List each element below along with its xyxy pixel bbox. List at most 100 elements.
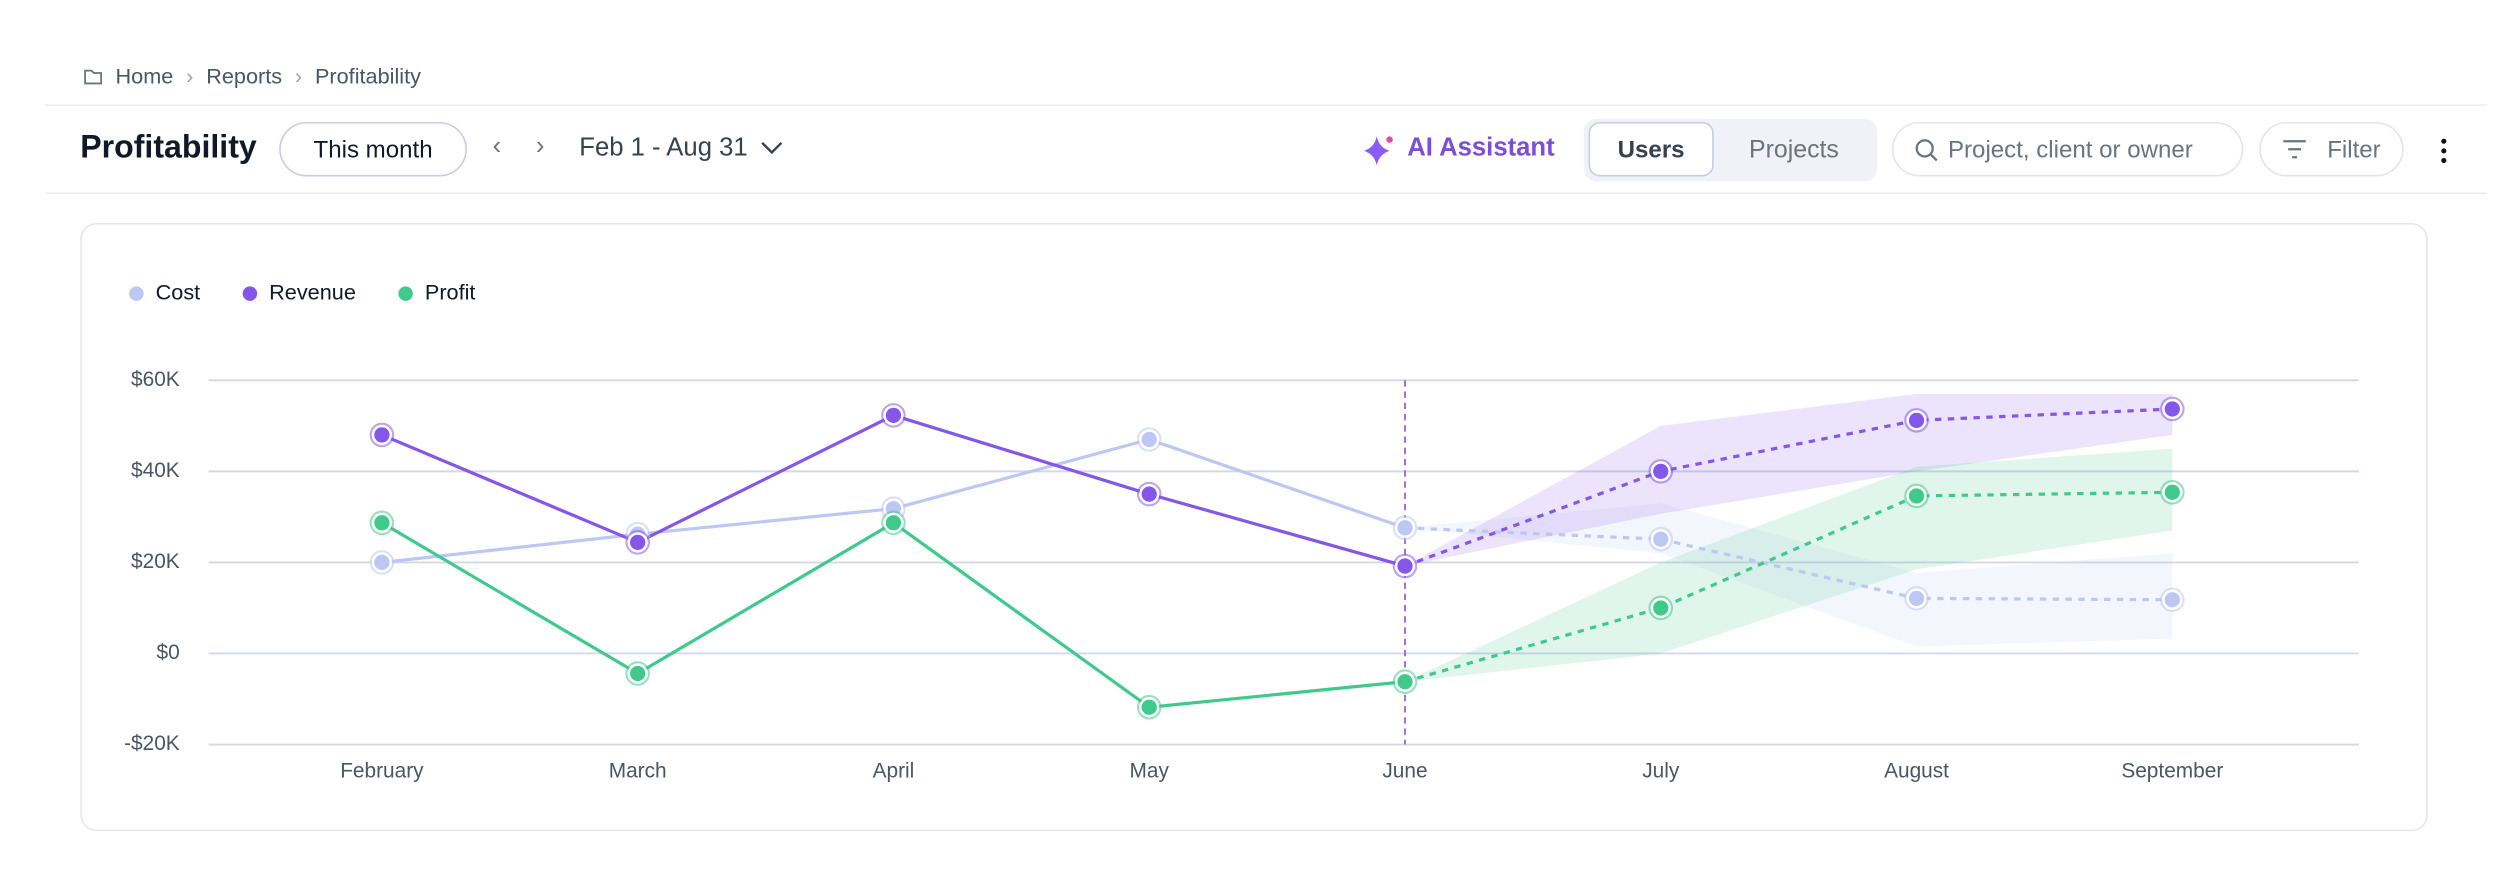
forecast-line (1404, 490, 2173, 684)
forecast-line (1404, 407, 2173, 568)
tab-users[interactable]: Users (1588, 121, 1714, 177)
legend-label: Cost (156, 279, 201, 304)
data-point (1906, 485, 1927, 506)
data-point (1650, 597, 1671, 618)
chart-card (80, 223, 2428, 832)
series-line (381, 413, 1406, 568)
ai-icon (1363, 136, 1393, 166)
filter-icon (2283, 140, 2306, 159)
series-line (381, 520, 1406, 709)
crumb[interactable]: Home (115, 64, 174, 89)
point-ring (1904, 408, 1929, 433)
point-ring (625, 661, 650, 686)
point-ring (1392, 669, 1418, 694)
x-tick-label: July (1642, 759, 1680, 782)
point-ring (2160, 396, 2185, 422)
data-point (1650, 461, 1671, 482)
y-tick-label: $60K (131, 368, 180, 391)
point-ring (1136, 694, 1162, 720)
data-point (1906, 410, 1927, 431)
legend-label: Revenue (269, 279, 356, 304)
x-tick-label: August (1884, 759, 1949, 782)
data-point (371, 424, 392, 445)
x-tick-label: March (609, 759, 667, 782)
divider (44, 104, 2488, 106)
y-tick-label: $20K (131, 550, 180, 573)
tab-projects[interactable]: Projects (1749, 136, 1839, 164)
search-box[interactable]: Project, client or owner (1891, 121, 2244, 177)
search-placeholder: Project, client or owner (1947, 135, 2193, 163)
data-point (1650, 529, 1671, 550)
forecast-line (1404, 526, 2173, 602)
data-point (1139, 697, 1160, 718)
point-ring (1648, 459, 1674, 484)
point-ring (2160, 480, 2185, 505)
separator: › (186, 64, 194, 89)
point-ring (1392, 553, 1418, 579)
data-point (371, 552, 392, 573)
data-point (1394, 556, 1416, 577)
point-ring (369, 550, 395, 575)
point-ring (1904, 483, 1929, 509)
data-point (627, 532, 648, 553)
breadcrumb: Home › Reports › Profitability (83, 64, 421, 89)
data-point (1139, 484, 1160, 505)
date-range[interactable]: Feb 1 - Aug 31 (579, 134, 748, 163)
search-icon (1915, 139, 1938, 162)
legend-dot (242, 286, 258, 301)
x-tick-label: February (340, 759, 424, 782)
ai-assistant[interactable]: AI Assistant (1407, 134, 1555, 163)
point-ring (881, 510, 906, 536)
point-ring (1648, 595, 1674, 621)
data-point (1394, 671, 1416, 692)
prev-button[interactable]: ‹ (492, 133, 502, 161)
point-ring (369, 510, 395, 536)
y-tick-label: $0 (157, 641, 180, 664)
data-point (1906, 588, 1927, 609)
forecast-band (1404, 503, 2173, 647)
forecast-band (1404, 448, 2173, 682)
data-point (883, 512, 904, 533)
legend-dot (398, 286, 413, 301)
point-ring (1392, 515, 1418, 541)
x-tick-label: June (1382, 759, 1427, 782)
period-button[interactable]: This month (279, 121, 467, 177)
legend-label: Profit (425, 279, 476, 304)
data-point (883, 405, 904, 426)
page-title: Profitability (80, 129, 257, 166)
divider (44, 192, 2488, 195)
chevron (761, 141, 783, 155)
more-button[interactable] (2437, 136, 2450, 165)
next-button[interactable]: › (535, 133, 545, 161)
data-point (627, 663, 648, 684)
filter-label: Filter (2327, 135, 2381, 163)
y-tick-label: $40K (131, 459, 180, 482)
folder-icon (84, 69, 102, 85)
data-point (1394, 517, 1416, 538)
crumb[interactable]: Reports (206, 64, 283, 89)
x-tick-label: April (873, 759, 915, 782)
x-tick-label: September (2121, 759, 2223, 782)
point-ring (1136, 481, 1162, 507)
legend-dot (129, 286, 144, 301)
point-ring (1136, 427, 1162, 452)
data-point (1139, 429, 1160, 450)
separator: › (294, 64, 303, 89)
point-ring (2160, 587, 2185, 613)
point-ring (625, 530, 650, 555)
data-point (2162, 482, 2183, 503)
x-tick-label: May (1130, 759, 1170, 782)
y-tick-label: -$20K (124, 732, 180, 755)
forecast-band (1404, 393, 2173, 567)
data-point (371, 512, 392, 533)
point-ring (1904, 586, 1929, 611)
point-ring (369, 422, 395, 448)
crumb: Profitability (314, 64, 421, 89)
filter-button[interactable]: Filter (2259, 121, 2404, 177)
point-ring (881, 403, 906, 428)
point-ring (1648, 526, 1674, 552)
data-point (2162, 398, 2183, 420)
